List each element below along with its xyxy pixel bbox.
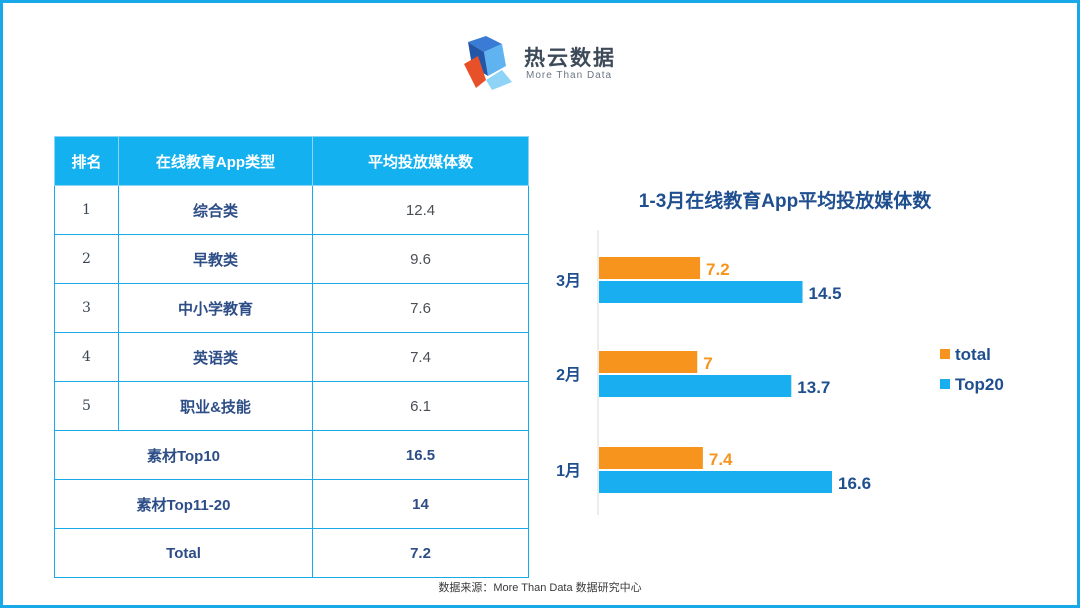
legend-swatch-total: [940, 349, 950, 359]
summary-label: Total: [54, 528, 313, 578]
table-row: 2 早教类 9.6: [54, 234, 529, 284]
header-type: 在线教育App类型: [118, 136, 313, 186]
logo-cube-icon: [464, 36, 512, 90]
category-label: 1月: [556, 462, 581, 480]
table-row: 4 英语类 7.4: [54, 332, 529, 382]
summary-value: 16.5: [312, 430, 529, 480]
summary-row: 素材Top10 16.5: [54, 430, 529, 480]
data-label-total: 7.2: [706, 260, 730, 279]
row-rank: 4: [54, 332, 119, 382]
row-type: 职业&技能: [118, 381, 313, 431]
data-label-total: 7: [703, 354, 712, 373]
row-rank: 1: [54, 185, 119, 235]
bar-total: [599, 257, 701, 279]
row-rank: 2: [54, 234, 119, 284]
row-rank: 3: [54, 283, 119, 333]
header-value: 平均投放媒体数: [312, 136, 529, 186]
bar-total: [599, 351, 698, 373]
row-type: 早教类: [118, 234, 313, 284]
summary-label: 素材Top10: [54, 430, 313, 480]
summary-label: 素材Top11-20: [54, 479, 313, 529]
source-note: 数据来源：More Than Data 数据研究中心: [438, 582, 642, 594]
bar-Top20: [599, 375, 792, 397]
row-type: 综合类: [118, 185, 313, 235]
table-header-row: 排名 在线教育App类型 平均投放媒体数: [54, 136, 529, 186]
bar-Top20: [599, 281, 803, 303]
data-label-Top20: 14.5: [809, 284, 842, 303]
bar-chart: 3月 7.2 14.5 2月 7 13.7 1月 7.4 16.6 total Top20: [556, 230, 1004, 515]
summary-value: 14: [312, 479, 529, 529]
legend-swatch-Top20: [940, 379, 950, 389]
data-label-Top20: 16.6: [838, 474, 871, 493]
data-label-Top20: 13.7: [797, 378, 830, 397]
logo: 热云数据 More Than Data: [462, 36, 632, 92]
row-value: 7.4: [312, 332, 529, 382]
summary-row: Total 7.2: [54, 528, 529, 578]
bar-Top20: [599, 471, 832, 493]
table-row: 1 综合类 12.4: [54, 185, 529, 235]
summary-row: 素材Top11-20 14: [54, 479, 529, 529]
table-row: 3 中小学教育 7.6: [54, 283, 529, 333]
legend-label-Top20: Top20: [955, 375, 1004, 394]
bar-total: [599, 447, 703, 469]
row-value: 7.6: [312, 283, 529, 333]
row-type: 英语类: [118, 332, 313, 382]
ranking-table: 排名 在线教育App类型 平均投放媒体数 1 综合类 12.4 2 早教类 9.…: [54, 136, 529, 578]
row-value: 6.1: [312, 381, 529, 431]
data-label-total: 7.4: [709, 450, 733, 469]
row-value: 12.4: [312, 185, 529, 235]
summary-value: 7.2: [312, 528, 529, 578]
row-value: 9.6: [312, 234, 529, 284]
logo-subtitle: More Than Data: [526, 70, 613, 81]
header-rank: 排名: [54, 136, 119, 186]
category-label: 3月: [556, 272, 581, 290]
category-label: 2月: [556, 366, 581, 384]
legend-label-total: total: [955, 345, 991, 364]
table-row: 5 职业&技能 6.1: [54, 381, 529, 431]
logo-name: 热云数据: [524, 47, 616, 70]
row-type: 中小学教育: [118, 283, 313, 333]
chart-title: 1-3月在线教育App平均投放媒体数: [638, 191, 932, 212]
row-rank: 5: [54, 381, 119, 431]
